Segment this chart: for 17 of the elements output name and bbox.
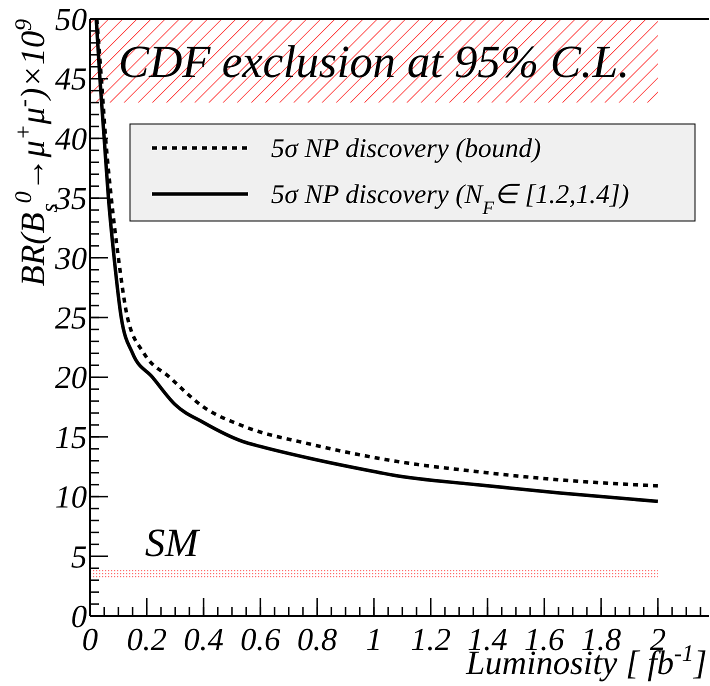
y-tick-label: 15 xyxy=(55,418,87,455)
legend-label: 5σ NP discovery (bound) xyxy=(271,133,542,163)
legend-label: 5σ NP discovery (N$_{F}$∈ [1.2,1.4]) xyxy=(271,179,630,218)
y-tick-label: 10 xyxy=(55,478,87,515)
y-tick-label: 50 xyxy=(55,1,87,37)
x-tick-label: 1 xyxy=(366,621,382,657)
y-tick-label: 45 xyxy=(55,60,87,97)
y-tick-label: 25 xyxy=(55,300,87,336)
y-tick-label: 5 xyxy=(71,538,87,574)
y-tick-label: 40 xyxy=(55,120,87,156)
x-tick-label: 0.6 xyxy=(240,621,280,657)
x-tick-label: 0.2 xyxy=(126,621,167,657)
x-tick-label: 0.8 xyxy=(297,621,338,657)
x-tick-label: 0.4 xyxy=(184,621,224,657)
x-tick-label: 1.2 xyxy=(410,621,451,657)
band-label: SM xyxy=(145,520,201,566)
y-tick-label: 20 xyxy=(55,359,87,396)
